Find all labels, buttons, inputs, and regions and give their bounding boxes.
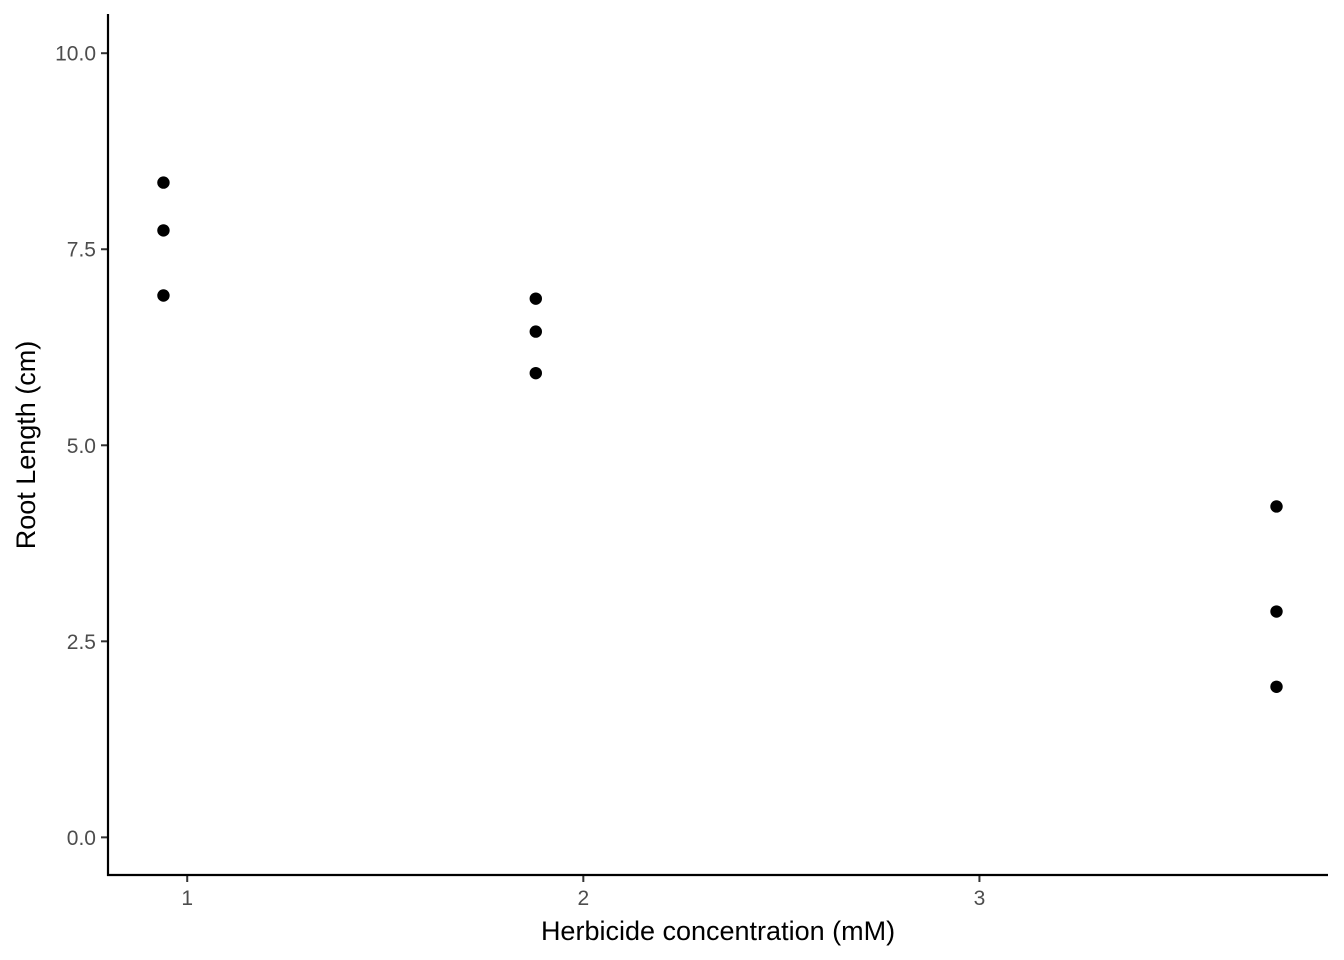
y-axis-title: Root Length (cm): [11, 341, 41, 550]
x-tick-label: 2: [577, 887, 589, 910]
data-point: [157, 176, 170, 189]
x-tick-label: 1: [181, 887, 193, 910]
data-point: [529, 325, 542, 338]
x-axis-title: Herbicide concentration (mM): [541, 916, 895, 946]
data-point: [157, 224, 170, 237]
data-point: [1270, 500, 1283, 513]
data-point: [1270, 605, 1283, 618]
y-tick-label: 0.0: [67, 827, 96, 850]
data-points: [157, 176, 1283, 694]
data-point: [529, 292, 542, 305]
y-tick-label: 2.5: [67, 631, 96, 654]
data-point: [529, 366, 542, 380]
axis-ticks: 0.0 2.5 5.0 7.5 10.0 1 2 3: [55, 43, 985, 910]
y-tick-label: 5.0: [67, 435, 96, 458]
x-tick-label: 3: [974, 887, 986, 910]
y-tick-label: 10.0: [55, 43, 96, 66]
y-tick-label: 7.5: [67, 239, 96, 262]
data-point: [1270, 680, 1283, 694]
data-point: [157, 289, 170, 302]
